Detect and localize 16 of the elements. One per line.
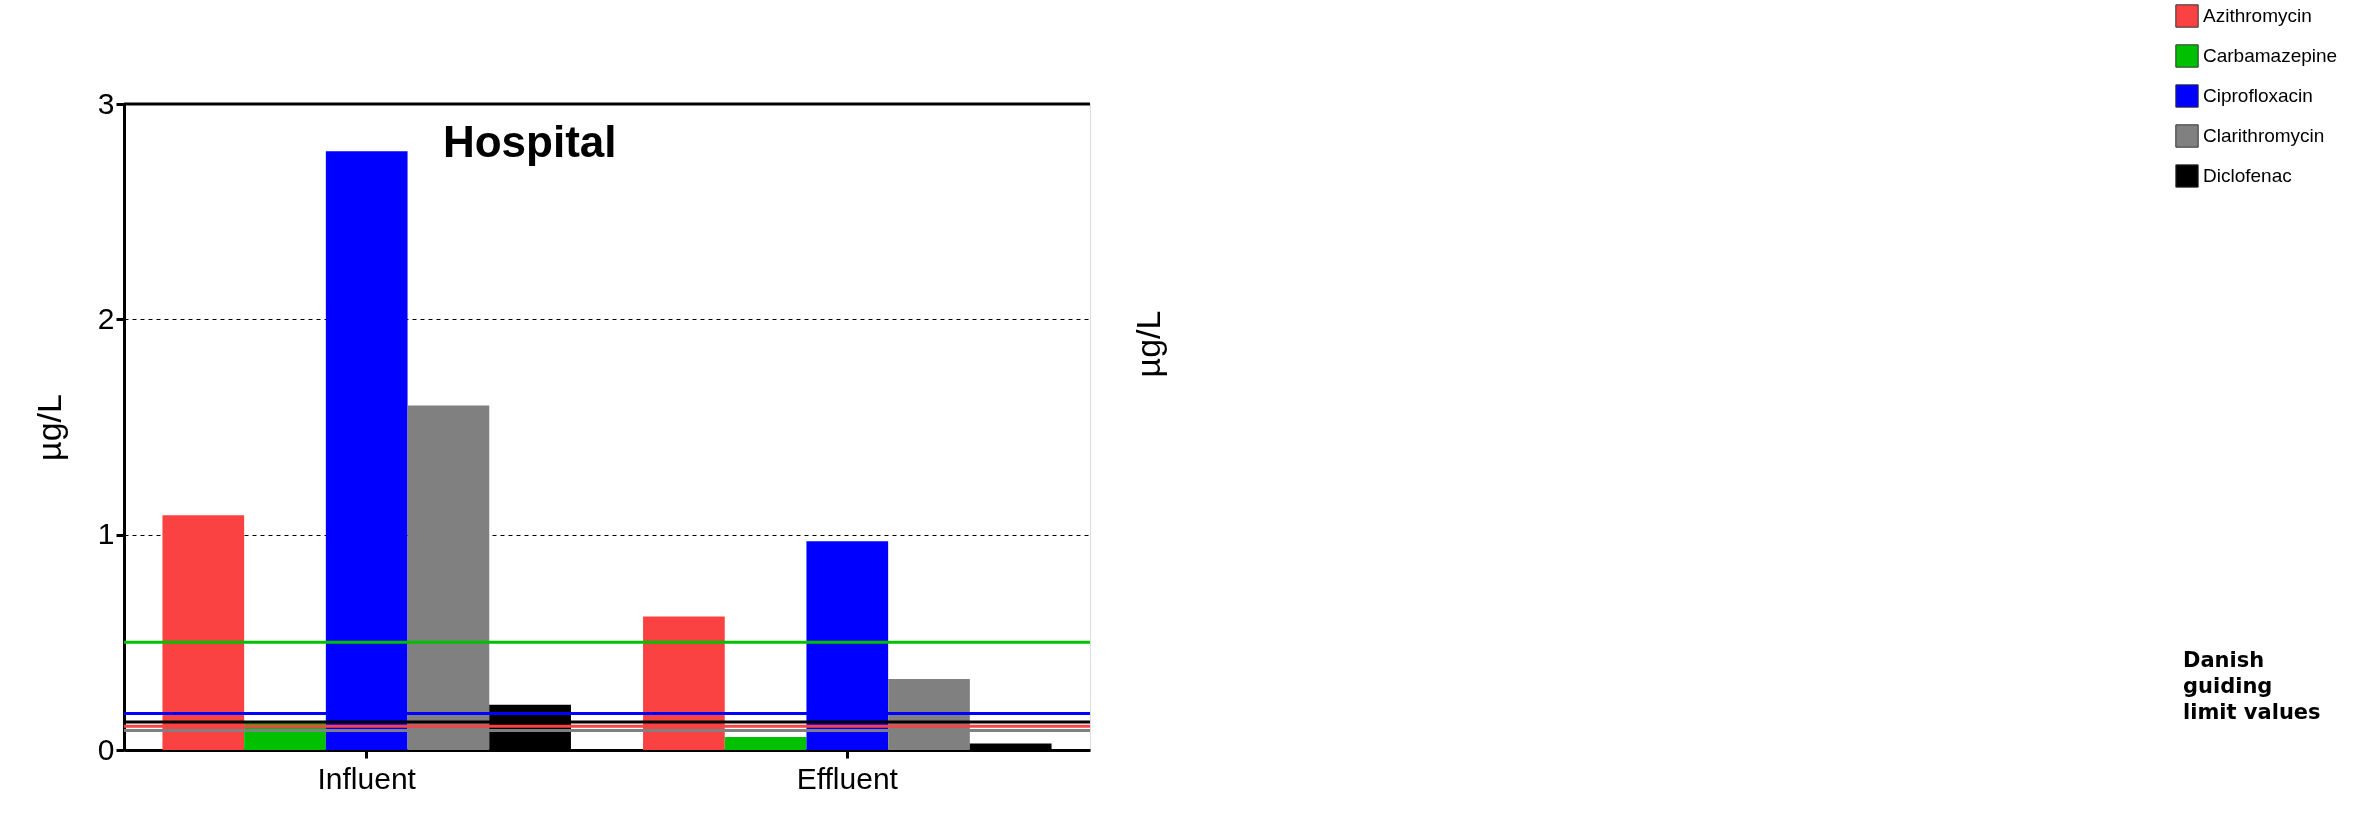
legend-label: Azithromycin <box>2203 5 2312 26</box>
bar <box>724 737 807 750</box>
legend-label: Ciprofloxacin <box>2203 85 2313 106</box>
y-tick-label: 3 <box>97 86 115 120</box>
y2-axis-title: µg/L <box>1129 310 1167 378</box>
y-axis-title: µg/L <box>29 394 68 461</box>
text: Danish guiding limit values <box>2183 648 2321 724</box>
legend-label: Diclofenac <box>2203 165 2292 186</box>
x-tick-label: Effluent <box>796 761 899 795</box>
y-tick-label: 0 <box>97 732 115 766</box>
x-tick-label: Influent <box>317 761 417 795</box>
legend-label: Clarithromycin <box>2203 125 2325 146</box>
y-tick-label: 1 <box>97 517 115 551</box>
legend-label: Carbamazepine <box>2203 45 2338 66</box>
chart-title: Hospital <box>442 117 617 166</box>
y-tick-label: 2 <box>97 301 115 335</box>
